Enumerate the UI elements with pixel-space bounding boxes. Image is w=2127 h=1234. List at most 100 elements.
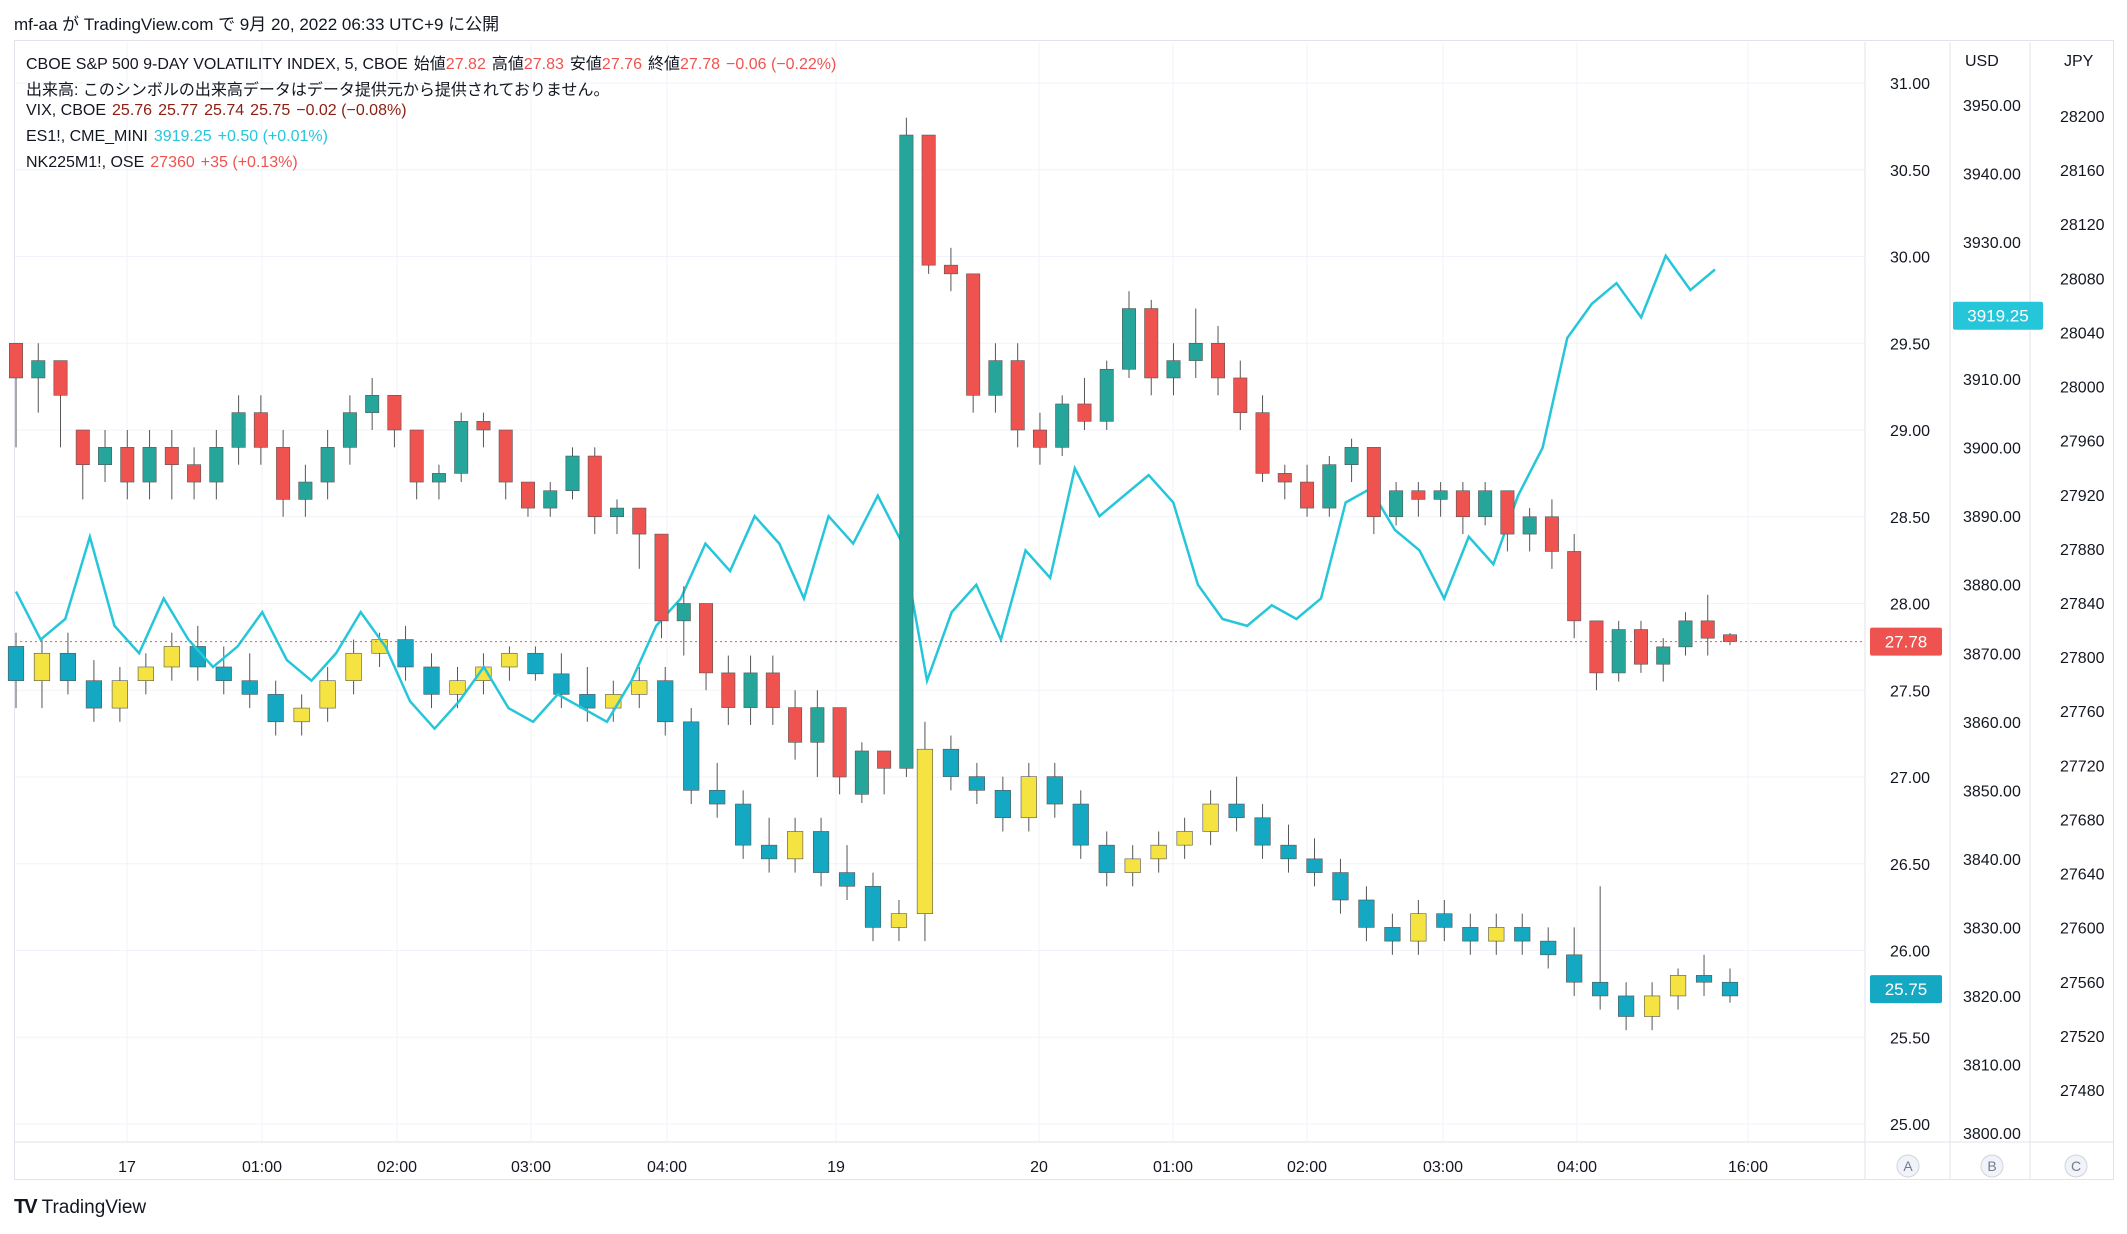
a-axis-tick: 25.50 [1890,1030,1930,1047]
vix9d-candle [454,421,469,474]
vix9d-candle [387,394,402,431]
vix-candle [1488,927,1505,942]
vix9d-candle [431,473,446,483]
jpy-axis-tick: 27800 [2060,650,2105,667]
vix9d-candle [1010,360,1025,431]
vix-candle [1462,927,1479,942]
vix9d-candle [921,134,936,266]
usd-axis-tick: 3880.00 [1963,578,2021,595]
vix-candle [1176,831,1193,846]
jpy-axis-tick: 28080 [2060,271,2105,288]
vix9d-candle [1433,490,1448,500]
vix-candle [1202,803,1219,832]
usd-axis-tick: 3800.00 [1963,1126,2021,1143]
vix-candle [1358,899,1375,928]
vix-candle [1540,940,1557,956]
vix9d-candle [899,134,914,769]
vix-candle [761,844,778,860]
vix-candle [735,803,752,846]
legend-vix-symbol[interactable]: VIX, CBOE [26,102,107,119]
vix-candle [397,639,414,668]
vix9d-candle [832,707,847,778]
vix-candle [59,652,77,681]
jpy-axis-tick: 27640 [2060,867,2105,884]
main-price-tag [1870,627,1942,656]
vix9d-candle [1633,629,1648,665]
tradingview-logo-icon: TV [14,1196,38,1218]
vix9d-candle [31,360,46,379]
legend-main-symbol[interactable]: CBOE S&P 500 9-DAY VOLATILITY INDEX, 5, … [26,56,408,73]
vix-candle [527,652,544,675]
time-axis-tick: 04:00 [1557,1159,1597,1176]
vix-candle [994,790,1011,819]
jpy-axis-tick: 28000 [2060,380,2105,397]
time-axis-tick: 04:00 [647,1159,687,1176]
vix-candle [1280,844,1297,860]
vix9d-candle [1255,412,1270,474]
vix-candle [1644,995,1661,1017]
time-axis-tick: 03:00 [511,1159,551,1176]
b-scale-button[interactable] [1980,1154,2004,1178]
time-axis-tick: 01:00 [1153,1159,1193,1176]
vix-candle [267,694,284,723]
vix9d-candle [520,481,535,509]
vix9d-candle [1455,490,1470,518]
a-axis-tick: 25.00 [1890,1117,1930,1134]
legend-low-label: 安値 [569,56,602,73]
vix-candle [137,666,154,681]
vix-candle [709,790,726,805]
vix9d-candle [765,672,780,708]
a-axis-tick: 27.50 [1890,683,1930,700]
jpy-axis-tick: 28040 [2060,325,2105,342]
vix-candle [579,694,596,709]
vix9d-candle [1656,646,1671,665]
vix9d-candle [1411,490,1426,500]
jpy-axis-tick: 28120 [2060,217,2105,234]
tradingview-brand[interactable]: TV TradingView [14,1196,146,1219]
vix9d-candle [1233,377,1248,413]
vix-candle [890,913,908,928]
vix-candle [1228,803,1245,819]
usd-axis-tick: 3890.00 [1963,509,2021,526]
vix-candle [1072,803,1089,846]
time-axis-tick: 17 [118,1159,136,1176]
vix9d-candle [877,750,892,769]
publish-line: mf-aa が TradingView.com で 9月 20, 2022 06… [14,15,500,34]
vix9d-candle [209,447,224,483]
vix-candle [449,680,466,695]
usd-axis-tick: 3910.00 [1963,372,2021,389]
vix9d-candle [53,360,68,396]
vix9d-candle [1366,447,1381,518]
es-price-tag-text: 3919.25 [1967,307,2028,326]
vix9d-candle [1589,620,1604,674]
vix-candle [111,680,128,709]
vix-candle [319,680,336,709]
legend-es-change: +0.50 (+0.01%) [217,128,328,145]
jpy-axis-tick: 27840 [2060,596,2105,613]
jpy-axis-label: JPY [2064,53,2094,70]
vix9d-candle [253,412,268,448]
usd-axis-tick: 3930.00 [1963,235,2021,252]
legend-high: 27.83 [523,56,564,73]
vix9d-candle [854,750,869,795]
legend-es-symbol[interactable]: ES1!, CME_MINI [26,128,148,145]
main-price-tag-text: 27.78 [1885,633,1928,652]
a-scale-button[interactable] [1896,1154,1920,1178]
chart-frame[interactable] [14,40,2114,1180]
vix9d-candle [1500,490,1515,535]
vix9d-candle [1099,368,1114,422]
a-axis-tick: 26.50 [1890,857,1930,874]
vix-candle [1150,844,1167,860]
vix9d-candle [498,429,513,483]
c-scale-button[interactable] [2064,1154,2088,1178]
vix9d-candle [1522,516,1537,535]
vix9d-candle [231,412,246,448]
vix-candle [553,673,570,695]
legend-nk-symbol[interactable]: NK225M1!, OSE [26,154,145,171]
legend-es: ES1!, CME_MINI 3919.25 +0.50 (+0.01%) [26,128,334,146]
a-axis-tick: 30.00 [1890,250,1930,267]
a-axis-tick: 27.00 [1890,770,1930,787]
vix9d-candle [476,421,491,431]
vix9d-candle [1389,490,1404,518]
